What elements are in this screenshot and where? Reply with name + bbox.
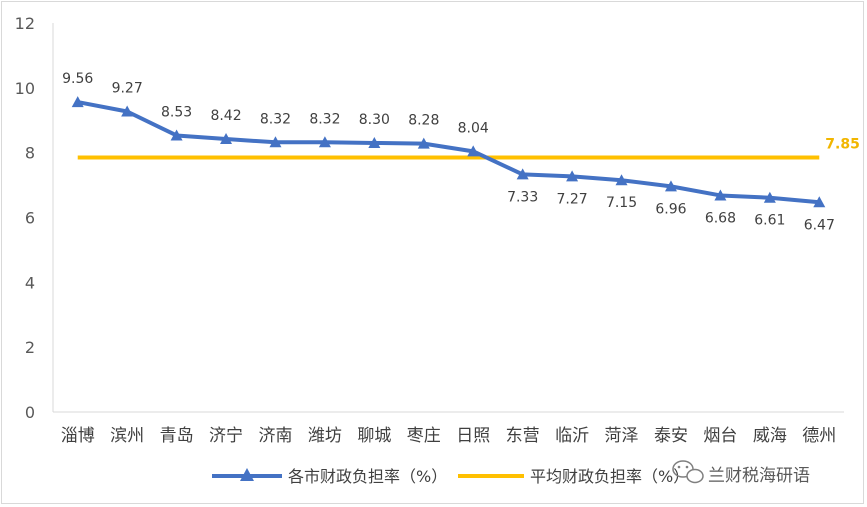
x-category-label: 泰安 [654, 426, 688, 446]
data-point-marker [467, 145, 480, 157]
data-label: 6.47 [804, 217, 835, 233]
data-point-marker [615, 174, 628, 186]
data-label: 6.68 [705, 210, 736, 226]
x-category-label: 淄博 [61, 426, 95, 446]
x-category-label: 烟台 [703, 426, 737, 446]
x-category-label: 东营 [506, 426, 540, 446]
series-line [77, 100, 820, 205]
y-tick-label: 2 [25, 338, 35, 357]
data-point-marker [220, 133, 233, 145]
y-tick-label: 12 [15, 14, 35, 33]
data-point-marker [566, 170, 579, 182]
watermark-text: 兰财税海研语 [708, 466, 810, 486]
data-point-marker [516, 168, 529, 180]
data-label: 8.32 [309, 111, 340, 127]
data-point-marker [170, 129, 183, 141]
data-point-marker [664, 180, 677, 192]
data-label: 7.33 [507, 189, 538, 205]
x-category-label: 潍坊 [308, 426, 342, 446]
x-category-label: 济宁 [209, 426, 243, 446]
data-point-marker [121, 105, 134, 117]
legend-label-series-2: 平均财政负担率（%） [530, 467, 689, 486]
data-label: 8.04 [458, 120, 489, 136]
data-label: 6.96 [655, 201, 686, 217]
data-label: 8.53 [161, 104, 192, 120]
x-category-label: 枣庄 [407, 426, 441, 446]
y-tick-label: 0 [25, 403, 35, 422]
data-label: 8.28 [408, 113, 439, 129]
data-label: 9.27 [112, 80, 143, 96]
data-point-marker [71, 96, 84, 108]
legend-label-series-1: 各市财政负担率（%） [288, 467, 447, 486]
x-category-label: 临沂 [555, 426, 589, 446]
data-point-marker [714, 189, 727, 201]
x-category-label: 威海 [753, 426, 787, 446]
x-axis-categories: 淄博 滨州 青岛 济宁 济南 潍坊 聊城 枣庄 日照 东营 临沂 菏泽 泰安 烟台 威海 德州 [61, 426, 837, 446]
data-point-marker [318, 136, 331, 148]
data-point-marker [813, 196, 826, 208]
average-end-label: 7.85 [825, 137, 860, 153]
data-labels: 9.56 9.27 8.53 8.42 8.32 8.32 8.30 8.28 8.04 7.33… [62, 71, 835, 233]
legend: 各市财政负担率（%） 平均财政负担率（%） [212, 467, 689, 486]
y-axis-ticks: 0 2 4 6 8 10 12 [15, 14, 35, 422]
average-series: 7.85 [77, 137, 860, 160]
legend-triangle-marker [240, 468, 254, 481]
city-series [71, 96, 826, 208]
data-point-marker [763, 191, 776, 203]
axes [52, 23, 844, 413]
x-category-label: 德州 [802, 426, 836, 446]
y-tick-label: 6 [25, 209, 35, 228]
watermark: 兰财税海研语 [672, 460, 810, 486]
x-category-label: 菏泽 [605, 426, 639, 446]
wechat-icon [672, 460, 704, 484]
x-category-label: 聊城 [357, 426, 391, 446]
data-label: 8.42 [210, 108, 241, 124]
y-tick-label: 4 [25, 273, 35, 292]
x-category-label: 济南 [258, 426, 292, 446]
data-label: 9.56 [62, 71, 93, 87]
data-label: 8.32 [260, 111, 291, 127]
data-point-marker [368, 136, 381, 148]
y-tick-label: 8 [25, 144, 35, 163]
data-label: 8.30 [359, 112, 390, 128]
data-label: 7.27 [557, 191, 588, 207]
x-category-label: 滨州 [110, 426, 144, 446]
data-point-marker [269, 136, 282, 148]
x-category-label: 青岛 [160, 426, 194, 446]
data-label: 6.61 [754, 213, 785, 229]
x-category-label: 日照 [456, 426, 490, 446]
data-label: 7.15 [606, 195, 637, 211]
data-point-marker [417, 137, 430, 149]
y-tick-label: 10 [15, 79, 35, 98]
